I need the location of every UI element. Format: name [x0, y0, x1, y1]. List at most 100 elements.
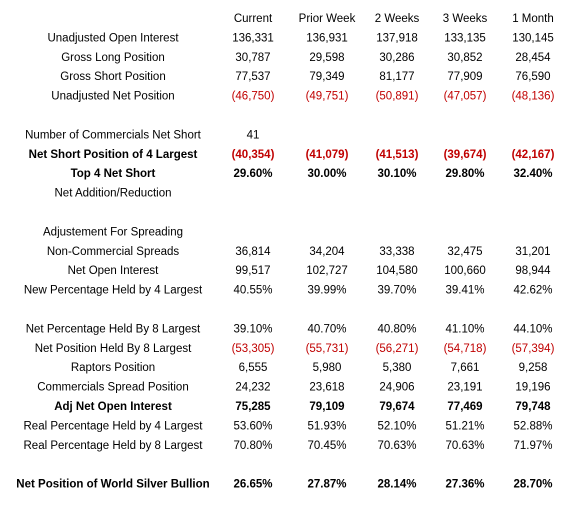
cell: 28.14%: [377, 479, 416, 491]
cell: 26.65%: [233, 479, 272, 491]
cell: 29.80%: [445, 168, 484, 180]
column-header: Current: [234, 13, 273, 25]
cell: 133,135: [444, 32, 486, 44]
cell: (54,718): [444, 343, 487, 355]
cell: 53.60%: [233, 420, 272, 432]
cell: 79,674: [379, 401, 415, 413]
cell: 40.70%: [307, 323, 346, 335]
cell: 42.62%: [513, 285, 552, 297]
cell: 70.80%: [233, 440, 272, 452]
cell: 136,331: [232, 32, 274, 44]
cell: (40,354): [232, 149, 275, 161]
cell: 23,618: [309, 382, 344, 394]
cell: 136,931: [306, 32, 348, 44]
cell: (57,394): [512, 343, 555, 355]
cell: (55,731): [306, 343, 349, 355]
column-header: 2 Weeks: [375, 13, 420, 25]
cell: 81,177: [379, 71, 414, 83]
cell: 28.70%: [513, 479, 552, 491]
row-label: Net Short Position of 4 Largest: [29, 149, 198, 161]
cell: 30.00%: [307, 168, 346, 180]
cell: 39.99%: [307, 285, 346, 297]
cell: 137,918: [376, 32, 418, 44]
cell: 79,109: [309, 401, 344, 413]
cell: 51.21%: [445, 420, 484, 432]
cell: 70.63%: [377, 440, 416, 452]
cell: 77,469: [447, 401, 482, 413]
column-header: Prior Week: [299, 13, 356, 25]
cell: 40.55%: [233, 285, 272, 297]
cell: 32.40%: [513, 168, 552, 180]
cell: (49,751): [306, 91, 349, 103]
cell: (41,513): [376, 149, 419, 161]
row-label: Net Position Held By 8 Largest: [35, 343, 192, 355]
cell: 31,201: [515, 246, 550, 258]
cell: 24,232: [235, 382, 270, 394]
cell: 34,204: [309, 246, 345, 258]
cell: 41.10%: [445, 323, 484, 335]
cell: 39.70%: [377, 285, 416, 297]
cell: 30.10%: [377, 168, 416, 180]
row-label: Unadjusted Net Position: [51, 91, 174, 103]
cell: 76,590: [515, 71, 550, 83]
cell: (48,136): [512, 91, 555, 103]
cell: 30,787: [235, 52, 270, 64]
cell: 30,852: [447, 52, 482, 64]
cell: 28,454: [515, 52, 551, 64]
cell: (56,271): [376, 343, 419, 355]
cell: 27.36%: [445, 479, 484, 491]
cell: 33,338: [379, 246, 414, 258]
row-label: Raptors Position: [71, 362, 155, 374]
cell: 19,196: [515, 382, 550, 394]
cell: 5,380: [383, 362, 412, 374]
row-label: Commercials Spread Position: [37, 382, 188, 394]
cell: 7,661: [451, 362, 480, 374]
cell: 9,258: [519, 362, 548, 374]
cell: 41: [247, 129, 260, 141]
cell: (41,079): [306, 149, 349, 161]
row-label: Adj Net Open Interest: [54, 401, 172, 413]
cell: 98,944: [515, 265, 551, 277]
row-label: Net Position of World Silver Bullion: [16, 479, 209, 491]
cell: 130,145: [512, 32, 554, 44]
cell: 70.63%: [445, 440, 484, 452]
cell: 51.93%: [307, 420, 346, 432]
cell: (53,305): [232, 343, 275, 355]
cell: 104,580: [376, 265, 418, 277]
cell: (42,167): [512, 149, 555, 161]
row-label: Non-Commercial Spreads: [47, 246, 180, 258]
cell: 79,349: [309, 71, 344, 83]
cell: 39.10%: [233, 323, 272, 335]
row-label: Gross Long Position: [61, 52, 165, 64]
cell: 5,980: [313, 362, 342, 374]
cell: 32,475: [447, 246, 482, 258]
row-label: Number of Commercials Net Short: [25, 129, 202, 141]
cell: 77,537: [235, 71, 270, 83]
cell: 100,660: [444, 265, 486, 277]
row-label: Real Percentage Held by 8 Largest: [24, 440, 204, 452]
row-label: Net Percentage Held By 8 Largest: [26, 323, 201, 335]
row-label: New Percentage Held by 4 Largest: [24, 285, 203, 297]
cell: 52.10%: [377, 420, 416, 432]
cell: (39,674): [444, 149, 487, 161]
row-label: Adjustement For Spreading: [43, 226, 183, 238]
cell: 24,906: [379, 382, 414, 394]
cell: 29,598: [309, 52, 344, 64]
cell: 36,814: [235, 246, 271, 258]
cell: 79,748: [515, 401, 551, 413]
cell: (50,891): [376, 91, 419, 103]
row-label: Unadjusted Open Interest: [47, 32, 179, 44]
cell: 102,727: [306, 265, 348, 277]
cell: 30,286: [379, 52, 414, 64]
cell: 71.97%: [513, 440, 552, 452]
column-header: 1 Month: [512, 13, 554, 25]
cell: 75,285: [235, 401, 271, 413]
cell: 52.88%: [513, 420, 552, 432]
cell: 27.87%: [307, 479, 346, 491]
cell: 23,191: [447, 382, 482, 394]
cell: 99,517: [235, 265, 270, 277]
cell: 77,909: [447, 71, 482, 83]
cell: (46,750): [232, 91, 275, 103]
cell: 29.60%: [233, 168, 272, 180]
